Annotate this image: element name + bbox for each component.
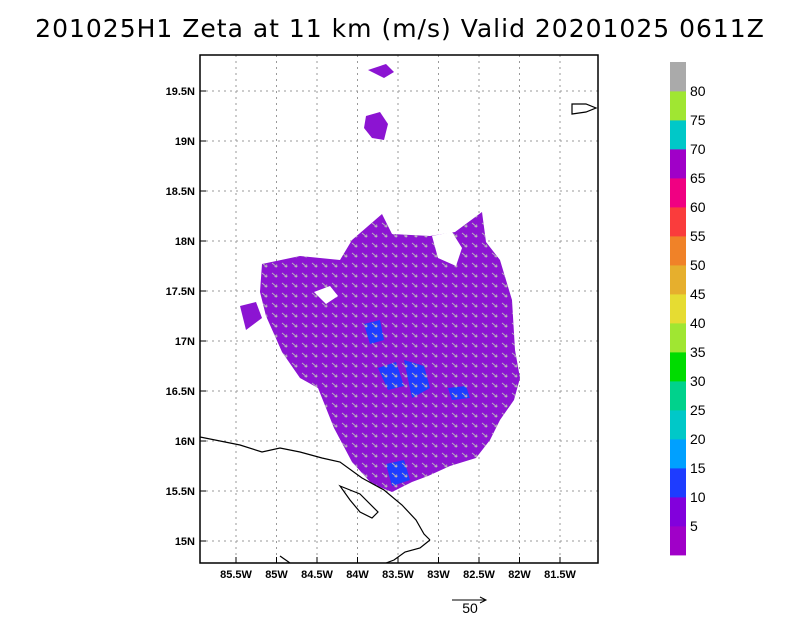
colorbar-label: 60 (690, 199, 706, 215)
colorbar-label: 80 (690, 83, 706, 99)
colorbar-swatch (670, 62, 686, 92)
lon-tick-label: 81.5W (544, 569, 576, 581)
lat-tick-label: 16.5N (166, 386, 195, 398)
field-gap-north (432, 232, 462, 266)
colorbar-label: 45 (690, 286, 706, 302)
colorbar-label: 55 (690, 228, 706, 244)
colorbar-swatch (670, 526, 686, 556)
lon-tick-label: 82.5W (463, 569, 495, 581)
lat-tick-label: 19N (175, 136, 195, 148)
colorbar-swatch (670, 410, 686, 440)
colorbar-label: 35 (690, 344, 706, 360)
colorbar-swatch (670, 207, 686, 237)
lat-tick-label: 19.5N (166, 86, 195, 98)
colorbar-swatch (670, 265, 686, 295)
colorbar-swatch (670, 178, 686, 208)
lon-tick-label: 83.5W (382, 569, 414, 581)
colorbar-swatch (670, 149, 686, 179)
colorbar-swatch (670, 497, 686, 527)
lon-tick-label: 83W (427, 569, 450, 581)
lon-tick-label: 85.5W (220, 569, 252, 581)
coastline (200, 103, 598, 563)
field-gap-west (314, 286, 338, 304)
plot-frame (199, 54, 599, 564)
latitude-labels: 15N 15.5N 16N 16.5N 17N 17.5N 18N 18.5N 19N 19.5N (166, 86, 206, 548)
lat-tick-label: 17N (175, 336, 195, 348)
colorbar-label: 65 (690, 170, 706, 186)
colorbar-label: 30 (690, 373, 706, 389)
colorbar-label: 70 (690, 141, 706, 157)
wind-vectors (260, 212, 520, 492)
lat-tick-label: 18.5N (166, 186, 195, 198)
lat-tick-label: 18N (175, 236, 195, 248)
wind-field (240, 64, 520, 492)
longitude-labels: 85.5W 85W 84.5W 84W 83.5W 83W 82.5W 82W 81.5W (220, 557, 577, 581)
lon-tick-label: 82W (508, 569, 531, 581)
lat-tick-label: 15.5N (166, 486, 195, 498)
colorbar-swatch (670, 381, 686, 411)
lon-tick-label: 84.5W (301, 569, 333, 581)
colorbar: 5 10 15 20 25 30 35 40 45 50 55 60 65 70 75 80 (670, 62, 706, 556)
colorbar-label: 40 (690, 315, 706, 331)
colorbar-swatch (670, 323, 686, 353)
vector-scale: 50 (452, 596, 488, 616)
lat-tick-label: 15N (175, 536, 195, 548)
wind-field-north-top (368, 64, 394, 78)
lon-tick-label: 85W (265, 569, 288, 581)
colorbar-label: 20 (690, 431, 706, 447)
lat-tick-label: 17.5N (166, 286, 195, 298)
colorbar-swatch (670, 91, 686, 121)
colorbar-swatch (670, 294, 686, 324)
colorbar-swatch (670, 468, 686, 498)
colorbar-swatch (670, 352, 686, 382)
colorbar-swatch (670, 439, 686, 469)
lon-tick-label: 84W (346, 569, 369, 581)
colorbar-label: 5 (690, 518, 698, 534)
map-title: 201025H1 Zeta at 11 km (m/s) Valid 20201… (35, 14, 765, 43)
colorbar-label: 15 (690, 460, 706, 476)
colorbar-label: 10 (690, 489, 706, 505)
colorbar-label: 75 (690, 112, 706, 128)
lat-tick-label: 16N (175, 436, 195, 448)
wind-field-west-patch (240, 302, 262, 330)
vector-scale-label: 50 (462, 600, 478, 616)
colorbar-label: 50 (690, 257, 706, 273)
wind-field-north-band (364, 112, 388, 140)
vector-scale-arrowhead (479, 596, 488, 604)
colorbar-swatch (670, 236, 686, 266)
colorbar-label: 25 (690, 402, 706, 418)
colorbar-swatch (670, 120, 686, 150)
